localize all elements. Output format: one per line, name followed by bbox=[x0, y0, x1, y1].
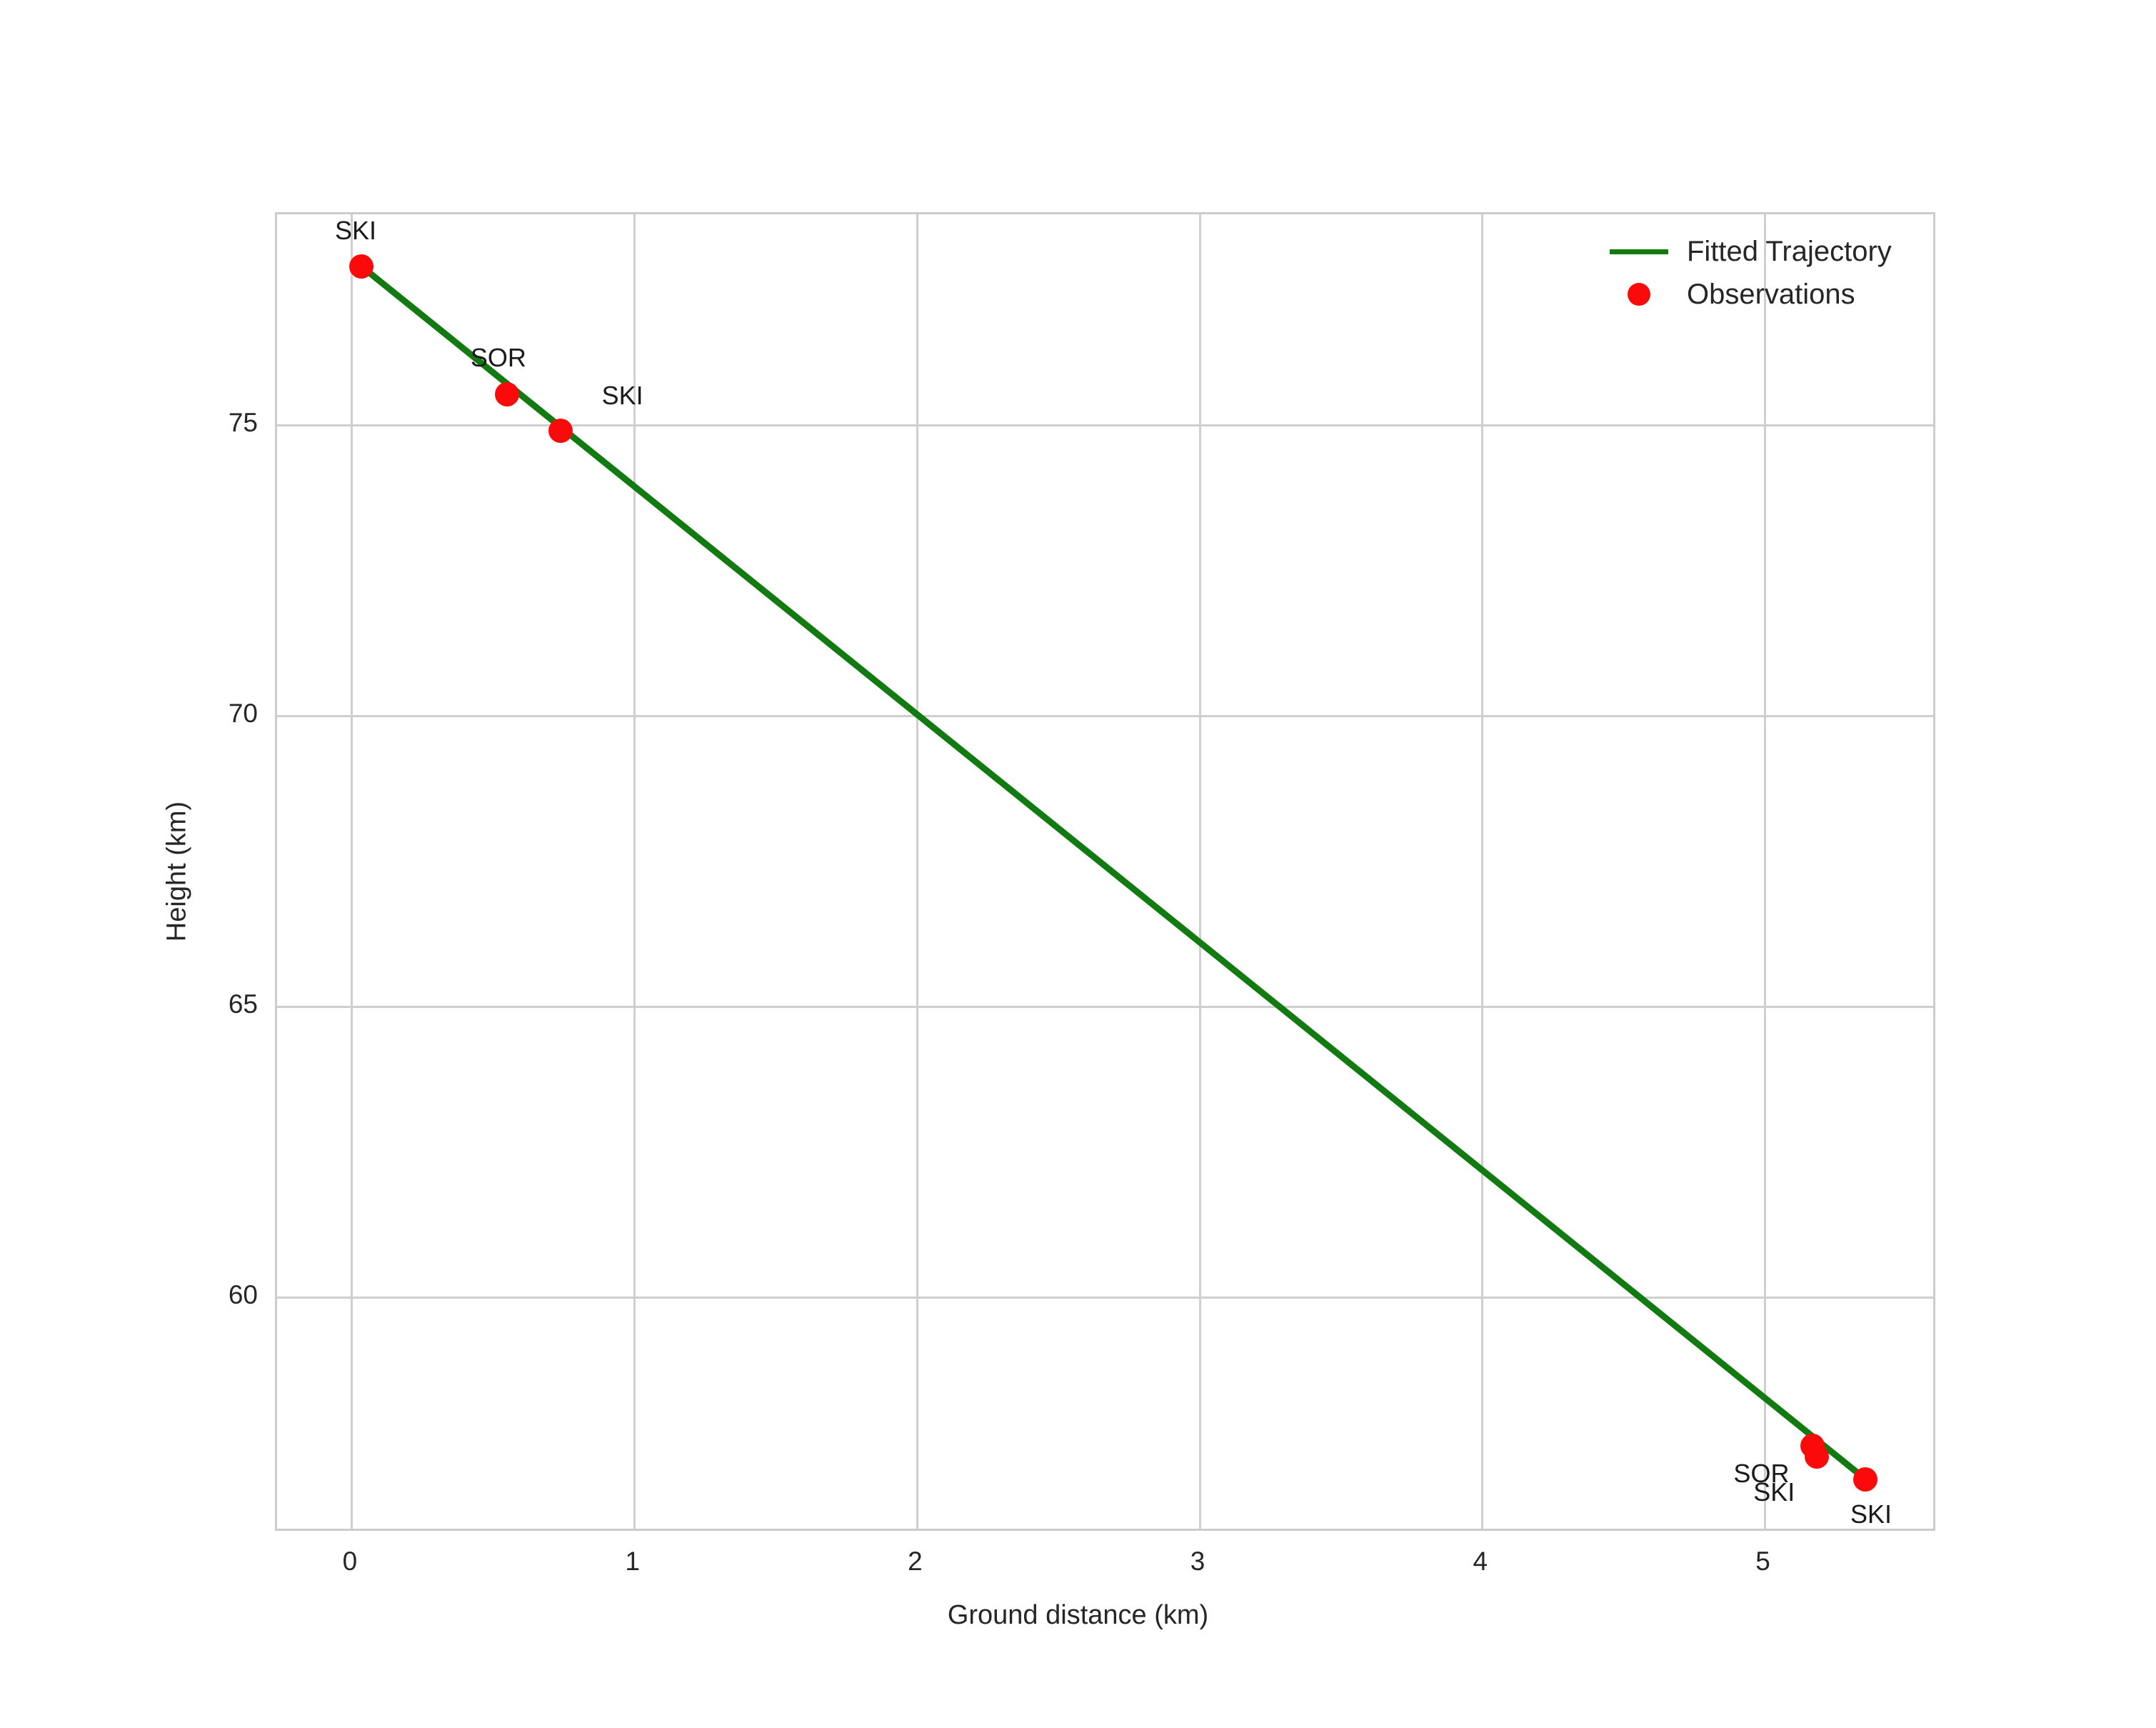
plot-area: SKI SOR SKI SOR SKI SKI bbox=[275, 212, 1935, 1531]
y-tick-label: 65 bbox=[228, 989, 258, 1019]
chart-legend: Fitted Trajectory Observations bbox=[1607, 230, 1928, 316]
observation-label: SOR bbox=[470, 343, 526, 373]
x-axis-label: Ground distance (km) bbox=[947, 1600, 1209, 1630]
gridline-vertical bbox=[351, 214, 354, 1529]
gridline-horizontal bbox=[277, 1296, 1933, 1299]
x-tick-label: 2 bbox=[908, 1547, 923, 1576]
gridline-vertical bbox=[1481, 214, 1484, 1529]
y-tick-label: 70 bbox=[228, 699, 258, 729]
gridline-vertical bbox=[1764, 214, 1767, 1529]
y-tick-label: 60 bbox=[228, 1280, 258, 1310]
dot-swatch-icon bbox=[1607, 283, 1671, 306]
legend-label: Observations bbox=[1687, 278, 1855, 310]
x-tick-label: 5 bbox=[1755, 1547, 1770, 1576]
observation-label: SKI bbox=[601, 380, 643, 410]
gridline-vertical bbox=[1198, 214, 1201, 1529]
fitted-trajectory-line bbox=[359, 264, 1863, 1478]
legend-entry-observations: Observations bbox=[1607, 273, 1928, 316]
observation-label: SOR bbox=[1733, 1458, 1790, 1488]
data-layer bbox=[359, 264, 1863, 1478]
legend-label: Fitted Trajectory bbox=[1687, 235, 1892, 267]
observation-marker bbox=[1804, 1444, 1829, 1469]
observation-marker bbox=[494, 381, 519, 406]
gridline-horizontal bbox=[277, 1005, 1933, 1008]
x-tick-label: 4 bbox=[1473, 1547, 1488, 1576]
x-tick-label: 3 bbox=[1190, 1547, 1205, 1576]
observation-label: SKI bbox=[1850, 1499, 1892, 1529]
observation-label: SKI bbox=[1753, 1477, 1795, 1507]
gridline-horizontal bbox=[277, 714, 1933, 717]
y-axis-label: Height (km) bbox=[161, 801, 192, 942]
observation-marker bbox=[548, 418, 573, 443]
y-tick-label: 75 bbox=[228, 408, 258, 438]
gridline-vertical bbox=[633, 214, 636, 1529]
observation-marker bbox=[1853, 1467, 1878, 1492]
line-swatch-icon bbox=[1607, 249, 1671, 254]
observation-label: SKI bbox=[335, 215, 377, 245]
legend-entry-fitted-trajectory: Fitted Trajectory bbox=[1607, 230, 1928, 273]
x-tick-label: 0 bbox=[342, 1547, 358, 1576]
gridline-horizontal bbox=[277, 424, 1933, 426]
observation-marker bbox=[349, 254, 373, 279]
gridline-vertical bbox=[916, 214, 918, 1529]
x-tick-label: 1 bbox=[625, 1547, 640, 1576]
